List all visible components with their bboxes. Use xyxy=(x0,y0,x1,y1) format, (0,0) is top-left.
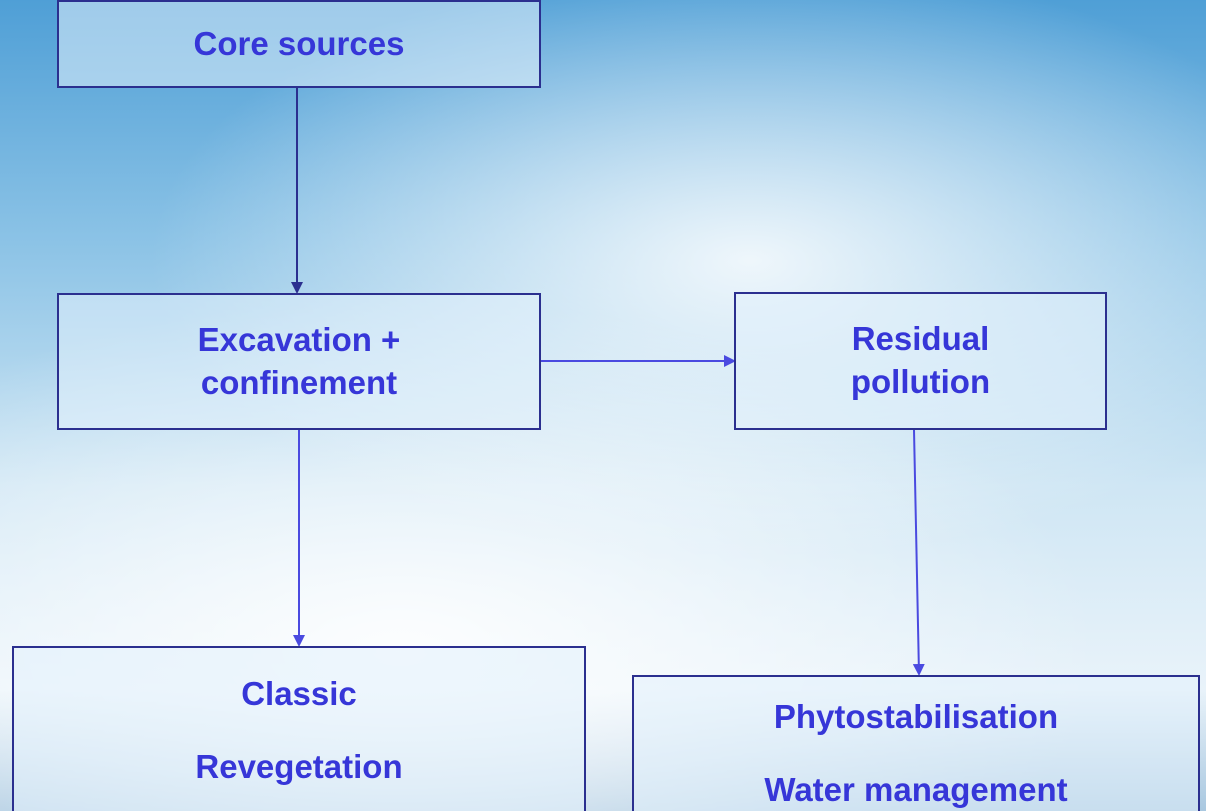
node-label: Residual xyxy=(851,320,990,358)
arrow xyxy=(912,429,925,676)
node: Phytostabilisation Water management xyxy=(632,675,1200,811)
node-label: Water management xyxy=(764,770,1068,808)
node-label: Core sources xyxy=(193,24,405,62)
node: Residual pollution xyxy=(734,292,1107,430)
node: Core sources xyxy=(57,0,541,88)
node-label: Revegetation xyxy=(195,747,403,785)
node-label: Phytostabilisation xyxy=(773,698,1059,735)
node-label: pollution xyxy=(850,363,991,400)
node: Excavation + confinement xyxy=(57,293,541,430)
node-label: Classic xyxy=(241,675,357,712)
node: Classic Revegetation xyxy=(12,646,586,811)
node-label: confinement xyxy=(200,363,398,401)
node-label: Excavation + xyxy=(197,320,401,358)
